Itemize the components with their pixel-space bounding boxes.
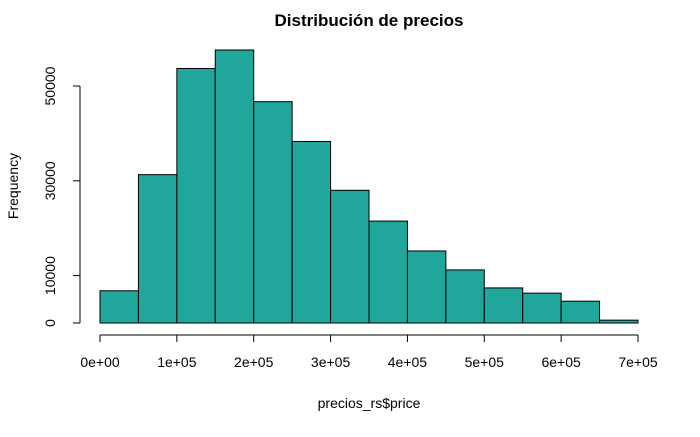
histogram-bar — [291, 140, 332, 324]
x-tick-label: 1e+05 — [157, 354, 197, 370]
x-axis: 0e+00 1e+05 2e+05 3e+05 4e+05 5e+05 6e+05 7e+05 — [80, 334, 658, 370]
histogram-bar — [368, 220, 408, 324]
histogram-bar — [483, 287, 524, 324]
y-tick-label: 50000 — [42, 66, 58, 105]
x-tick-label: 0e+00 — [80, 354, 120, 370]
y-axis-label: Frequency — [5, 153, 21, 219]
y-tick-label: 0 — [42, 319, 58, 327]
histogram-bar — [599, 319, 639, 324]
y-axis: 0 10000 30000 50000 — [42, 66, 81, 327]
histogram-bar — [406, 250, 447, 324]
histogram-bar — [522, 292, 562, 324]
x-tick-label: 7e+05 — [618, 354, 658, 370]
x-axis-label: precios_rs$price — [318, 395, 421, 411]
histogram-bar — [137, 174, 178, 324]
histogram-bar — [214, 49, 255, 324]
histogram-bar — [99, 290, 139, 324]
histogram-bar — [330, 189, 370, 324]
histogram-bar — [560, 300, 601, 324]
histogram-bar — [176, 67, 216, 324]
y-tick-label: 30000 — [42, 161, 58, 200]
chart-title: Distribución de precios — [275, 11, 464, 30]
y-tick-label: 10000 — [42, 256, 58, 295]
x-tick-label: 6e+05 — [541, 354, 581, 370]
x-tick-label: 4e+05 — [388, 354, 428, 370]
x-tick-label: 3e+05 — [311, 354, 351, 370]
x-tick-label: 5e+05 — [465, 354, 505, 370]
histogram-bar — [445, 269, 485, 324]
x-tick-label: 2e+05 — [234, 354, 274, 370]
histogram-bar — [253, 101, 293, 324]
bars-layer — [99, 49, 639, 324]
